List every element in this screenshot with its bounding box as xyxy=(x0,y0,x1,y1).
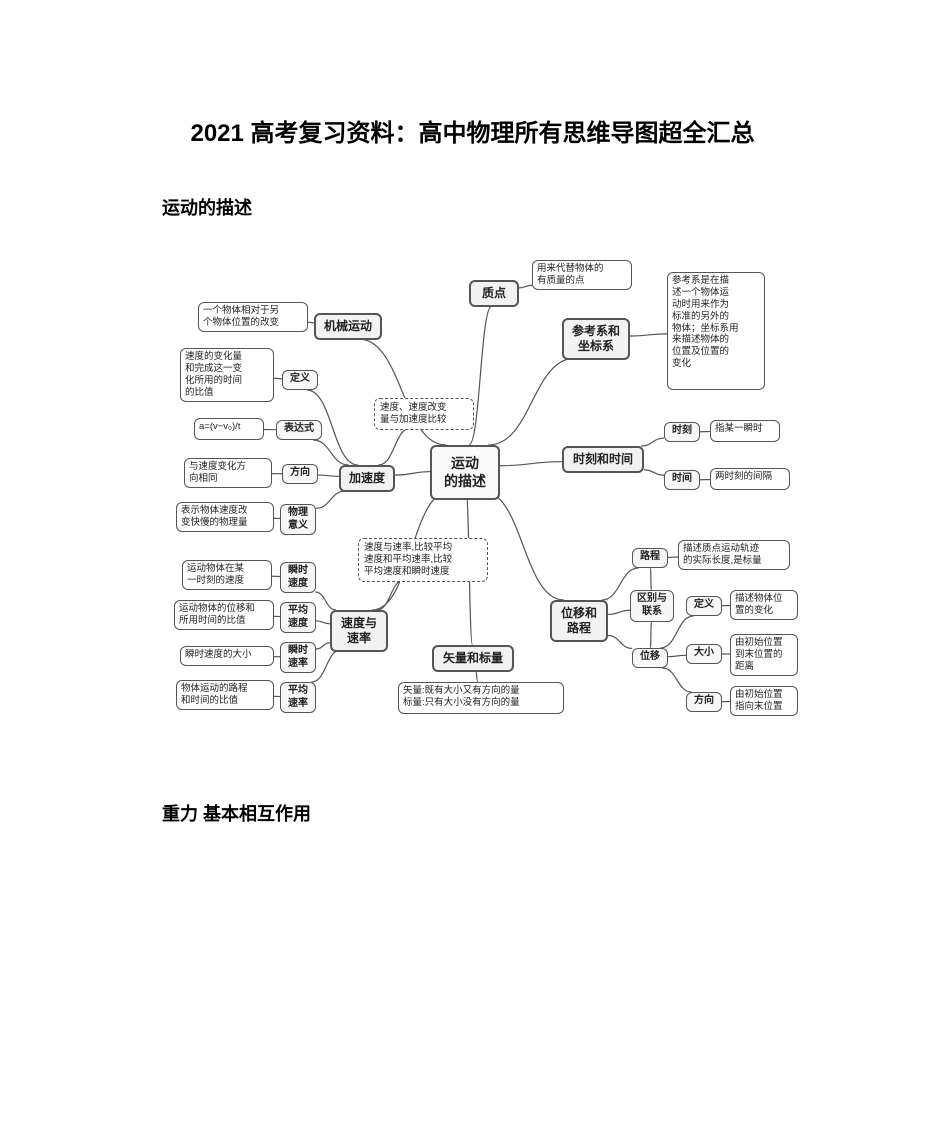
edge xyxy=(316,491,345,508)
node-weiyi: 位移和 路程 xyxy=(550,600,608,642)
node-shiliang: 矢量和标量 xyxy=(432,645,514,672)
edge xyxy=(500,462,562,466)
edge xyxy=(377,580,404,610)
node-cankao-desc: 参考系是在描 述一个物体运 动时用来作为 标准的另外的 物体；坐标系用 来描述物… xyxy=(667,272,765,390)
node-ss-desc: 运动物体在某 一时刻的速度 xyxy=(182,560,272,590)
node-fangx-tag: 方向 xyxy=(686,692,722,712)
edge xyxy=(316,621,330,624)
edge xyxy=(318,475,339,476)
node-ssl-desc: 瞬时速度的大小 xyxy=(180,646,274,666)
node-dingyi-desc: 描述物体位 置的变化 xyxy=(730,590,798,620)
node-ssl-tag: 瞬时 速率 xyxy=(280,642,316,673)
edge xyxy=(378,428,410,465)
section-title-2: 重力 基本相互作用 xyxy=(162,800,311,826)
node-jixie-desc: 一个物体相对于另 个物体位置的改变 xyxy=(198,302,308,332)
edge xyxy=(650,622,651,648)
edge xyxy=(476,671,478,682)
node-pj-tag: 平均 速度 xyxy=(280,602,316,633)
node-daxiao-tag: 大小 xyxy=(686,644,722,664)
node-fx-desc: 与速度变化方 向相同 xyxy=(184,458,272,488)
section-title-1: 运动的描述 xyxy=(162,194,252,220)
node-shike-leaf1: 指某一瞬时 xyxy=(710,420,780,442)
edge xyxy=(650,568,651,590)
node-dy-tag: 定义 xyxy=(282,370,318,390)
node-fx-tag: 方向 xyxy=(282,464,318,484)
node-wlyy-tag: 物理 意义 xyxy=(280,504,316,535)
node-shike-tag2: 时间 xyxy=(664,470,700,490)
edge xyxy=(644,470,664,475)
node-zhidian: 质点 xyxy=(469,280,519,307)
node-weiyi-tag: 位移 xyxy=(632,648,668,668)
node-jiasudu: 加速度 xyxy=(339,465,395,492)
edge xyxy=(274,378,282,379)
edge xyxy=(482,491,564,600)
edge xyxy=(313,440,348,465)
node-lucheng-tag: 路程 xyxy=(632,548,668,568)
node-pj-desc: 运动物体的位移和 所用时间的比值 xyxy=(174,600,274,630)
node-ss-tag: 瞬时 速度 xyxy=(280,562,316,593)
edge xyxy=(315,592,336,610)
edge xyxy=(662,668,691,692)
node-shiliang-desc: 矢量:既有大小又有方向的量 标量:只有大小没有方向的量 xyxy=(398,682,564,714)
node-zhidian-desc: 用来代替物体的 有质量的点 xyxy=(532,260,632,290)
edge xyxy=(608,610,630,614)
node-lucheng-desc: 描述质点运动轨迹 的实际长度,是标量 xyxy=(678,540,790,570)
edge xyxy=(641,438,664,446)
node-shike: 时刻和时间 xyxy=(562,446,644,473)
edge xyxy=(488,358,576,445)
edge xyxy=(316,643,330,649)
node-wlyy-desc: 表示物体速度改 变快慢的物理量 xyxy=(176,502,274,532)
page-title: 2021 高考复习资料：高中物理所有思维导图超全汇总 xyxy=(0,113,945,148)
node-fangx-desc: 由初始位置 指向末位置 xyxy=(730,686,798,716)
node-pjl-desc: 物体运动的路程 和时间的比值 xyxy=(176,680,274,710)
node-jsd-note: 速度、速度改变 量与加速度比较 xyxy=(374,398,474,430)
node-center: 运动 的描述 xyxy=(430,445,500,500)
edge xyxy=(519,285,532,288)
edge xyxy=(395,472,430,476)
node-cankao: 参考系和 坐标系 xyxy=(562,318,630,360)
node-jixie: 机械运动 xyxy=(314,313,382,340)
node-daxiao-desc: 由初始位置 到末位置的 距离 xyxy=(730,634,798,676)
mindmap-motion: 运动 的描述 质点机械运动 参考系和 坐标系时刻和时间位移和 路程矢量和标量 速度与 … xyxy=(162,250,802,760)
node-dingyi-tag: 定义 xyxy=(686,596,722,616)
edge xyxy=(608,636,632,649)
node-shike-leaf2: 两时刻的间隔 xyxy=(710,468,790,490)
edge xyxy=(630,334,667,336)
node-bds-desc: a=(v−v₀)/t xyxy=(194,418,264,440)
node-dy-desc: 速度的变化量 和完成这一变 化所用的时间 的比值 xyxy=(180,348,274,402)
node-sudu-note: 速度与速率,比较平均 速度和平均速率,比较 平均速度和瞬时速度 xyxy=(358,538,488,582)
edge xyxy=(312,650,341,682)
edge xyxy=(668,655,686,656)
node-shike-tag1: 时刻 xyxy=(664,422,700,442)
node-sudu: 速度与 速率 xyxy=(330,610,388,652)
node-qubie-tag: 区别与 联系 xyxy=(630,590,674,622)
node-pjl-tag: 平均 速率 xyxy=(280,682,316,713)
node-bds-tag: 表达式 xyxy=(276,420,322,440)
